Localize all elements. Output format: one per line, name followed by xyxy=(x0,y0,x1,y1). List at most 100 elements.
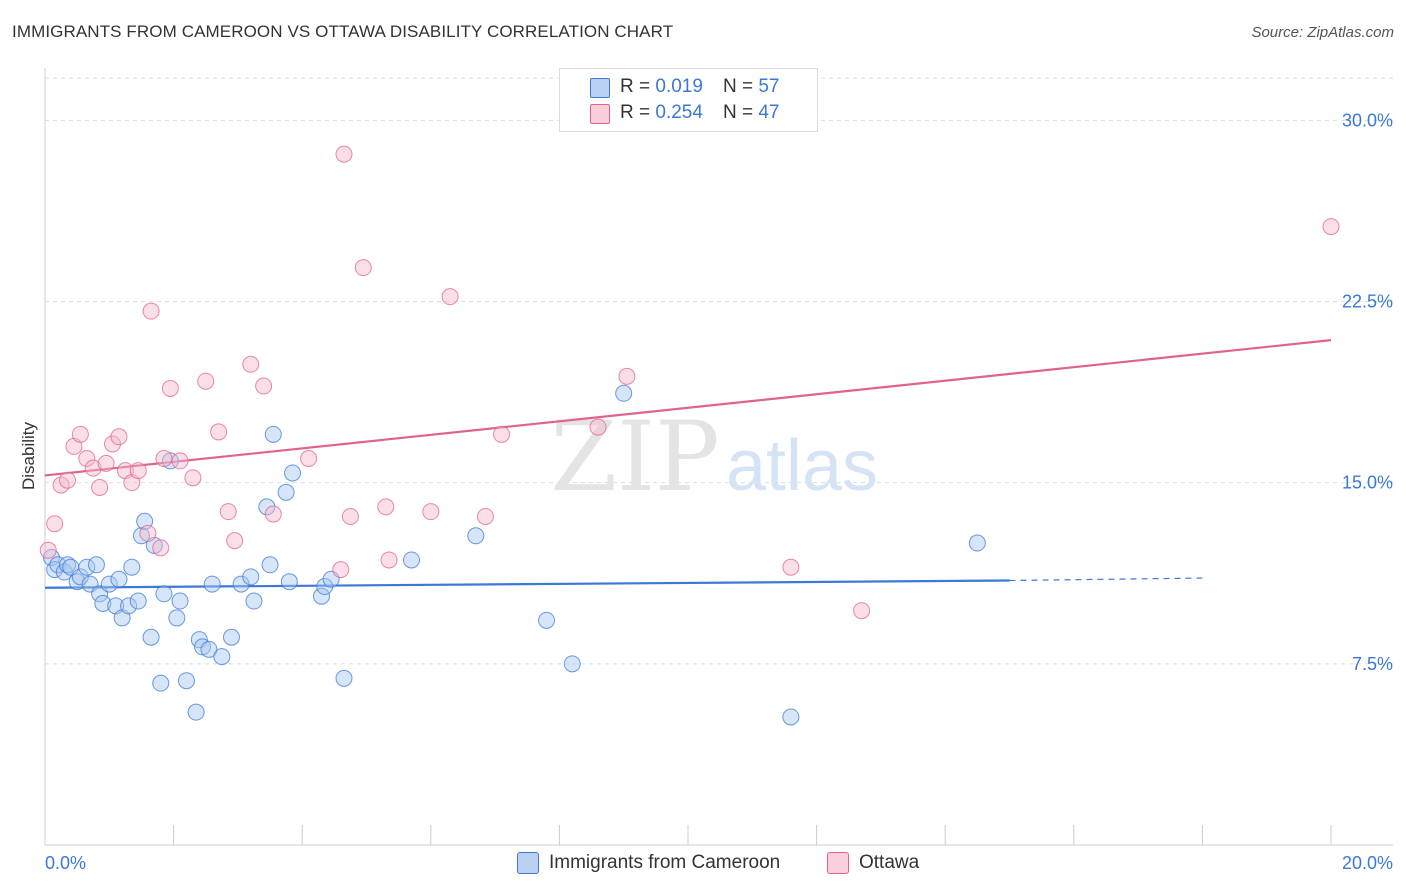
point-ottawa xyxy=(476,507,494,525)
point-ottawa xyxy=(264,505,282,523)
point-cameroon xyxy=(403,551,421,569)
legend-swatch-ottawa xyxy=(827,852,849,874)
legend-n-value: 57 xyxy=(758,76,780,97)
point-cameroon xyxy=(615,384,633,402)
point-ottawa xyxy=(39,541,57,559)
point-cameroon xyxy=(49,556,67,574)
point-cameroon xyxy=(242,568,260,586)
series-legend-cameroon: Immigrants from Cameroon xyxy=(517,852,780,874)
point-cameroon xyxy=(78,558,96,576)
point-ottawa xyxy=(142,302,160,320)
point-ottawa xyxy=(589,418,607,436)
point-ottawa xyxy=(255,377,273,395)
legend-row-pink: R = 0.254 N = 47 xyxy=(620,100,779,126)
point-cameroon xyxy=(222,628,240,646)
legend-label-cameroon: Immigrants from Cameroon xyxy=(549,852,781,873)
watermark-zip: ZIP xyxy=(550,401,719,513)
y-tick-label: 30.0% xyxy=(1342,110,1393,130)
point-ottawa xyxy=(97,454,115,472)
point-cameroon xyxy=(100,575,118,593)
point-cameroon xyxy=(171,592,189,610)
point-cameroon xyxy=(71,568,89,586)
correlation-legend: R = 0.019 N = 57 R = 0.254 N = 47 xyxy=(559,68,818,132)
legend-swatch-blue xyxy=(590,78,610,98)
point-cameroon xyxy=(213,648,231,666)
point-cameroon xyxy=(155,585,173,603)
point-ottawa xyxy=(618,367,636,385)
point-ottawa xyxy=(242,355,260,373)
point-cameroon xyxy=(232,575,250,593)
point-cameroon xyxy=(110,570,128,588)
point-cameroon xyxy=(335,669,353,687)
point-cameroon xyxy=(563,655,581,673)
y-tick-label: 22.5% xyxy=(1342,291,1393,311)
point-cameroon xyxy=(200,640,218,658)
point-cameroon xyxy=(782,708,800,726)
point-ottawa xyxy=(91,478,109,496)
series-legend-ottawa: Ottawa xyxy=(827,852,919,874)
point-ottawa xyxy=(782,558,800,576)
point-ottawa xyxy=(493,425,511,443)
point-ottawa xyxy=(210,423,228,441)
point-ottawa xyxy=(332,561,350,579)
point-cameroon xyxy=(203,575,221,593)
point-ottawa xyxy=(219,503,237,521)
point-cameroon xyxy=(59,556,77,574)
point-ottawa xyxy=(341,507,359,525)
data-points xyxy=(39,145,1340,726)
point-ottawa xyxy=(380,551,398,569)
trend-line-cameroon xyxy=(44,579,1010,589)
point-cameroon xyxy=(142,628,160,646)
y-axis-label: Disability xyxy=(19,421,38,490)
point-cameroon xyxy=(152,674,170,692)
point-ottawa xyxy=(377,498,395,516)
point-ottawa xyxy=(441,288,459,306)
point-ottawa xyxy=(46,515,64,533)
point-ottawa xyxy=(171,452,189,470)
point-ottawa xyxy=(129,462,147,480)
legend-n-value: 47 xyxy=(758,102,780,123)
point-cameroon xyxy=(123,558,141,576)
point-cameroon xyxy=(129,592,147,610)
point-ottawa xyxy=(1322,218,1340,236)
point-ottawa xyxy=(335,145,353,163)
point-ottawa xyxy=(226,532,244,550)
legend-row-blue: R = 0.019 N = 57 xyxy=(620,74,779,100)
y-tick-label: 15.0% xyxy=(1342,473,1393,493)
point-cameroon xyxy=(264,425,282,443)
point-ottawa xyxy=(354,259,372,277)
trend-line-cameroon-extension xyxy=(1009,577,1203,582)
point-cameroon xyxy=(68,573,86,591)
point-cameroon xyxy=(277,483,295,501)
point-ottawa xyxy=(71,425,89,443)
point-cameroon xyxy=(538,611,556,629)
chart-title: IMMIGRANTS FROM CAMEROON VS OTTAWA DISAB… xyxy=(12,22,674,41)
legend-r-label: R = xyxy=(620,102,651,123)
point-ottawa xyxy=(78,450,96,467)
point-ottawa xyxy=(110,428,128,446)
point-ottawa xyxy=(152,539,170,557)
point-cameroon xyxy=(187,703,205,721)
x-tick-label: 0.0% xyxy=(45,853,86,873)
point-ottawa xyxy=(197,372,215,390)
point-cameroon xyxy=(120,597,138,615)
y-tick-label: 7.5% xyxy=(1352,654,1393,674)
point-ottawa xyxy=(422,503,440,521)
point-cameroon xyxy=(194,638,212,656)
point-ottawa xyxy=(184,469,202,487)
source-label: Source: ZipAtlas.com xyxy=(1251,24,1394,41)
point-cameroon xyxy=(467,527,485,545)
point-cameroon xyxy=(161,452,179,470)
legend-r-label: R = xyxy=(620,76,651,97)
legend-swatch-pink xyxy=(590,104,610,124)
legend-r-value: 0.019 xyxy=(655,76,703,97)
point-cameroon xyxy=(312,587,330,605)
point-cameroon xyxy=(245,592,263,610)
legend-swatch-cameroon xyxy=(517,852,539,874)
tick-labels: 7.5% 15.0% 22.5% 30.0% 0.0% 20.0% xyxy=(45,110,1393,873)
point-ottawa xyxy=(161,379,179,397)
point-cameroon xyxy=(87,556,105,574)
trend-lines xyxy=(44,339,1332,589)
point-ottawa xyxy=(104,435,122,453)
point-cameroon xyxy=(258,498,276,516)
